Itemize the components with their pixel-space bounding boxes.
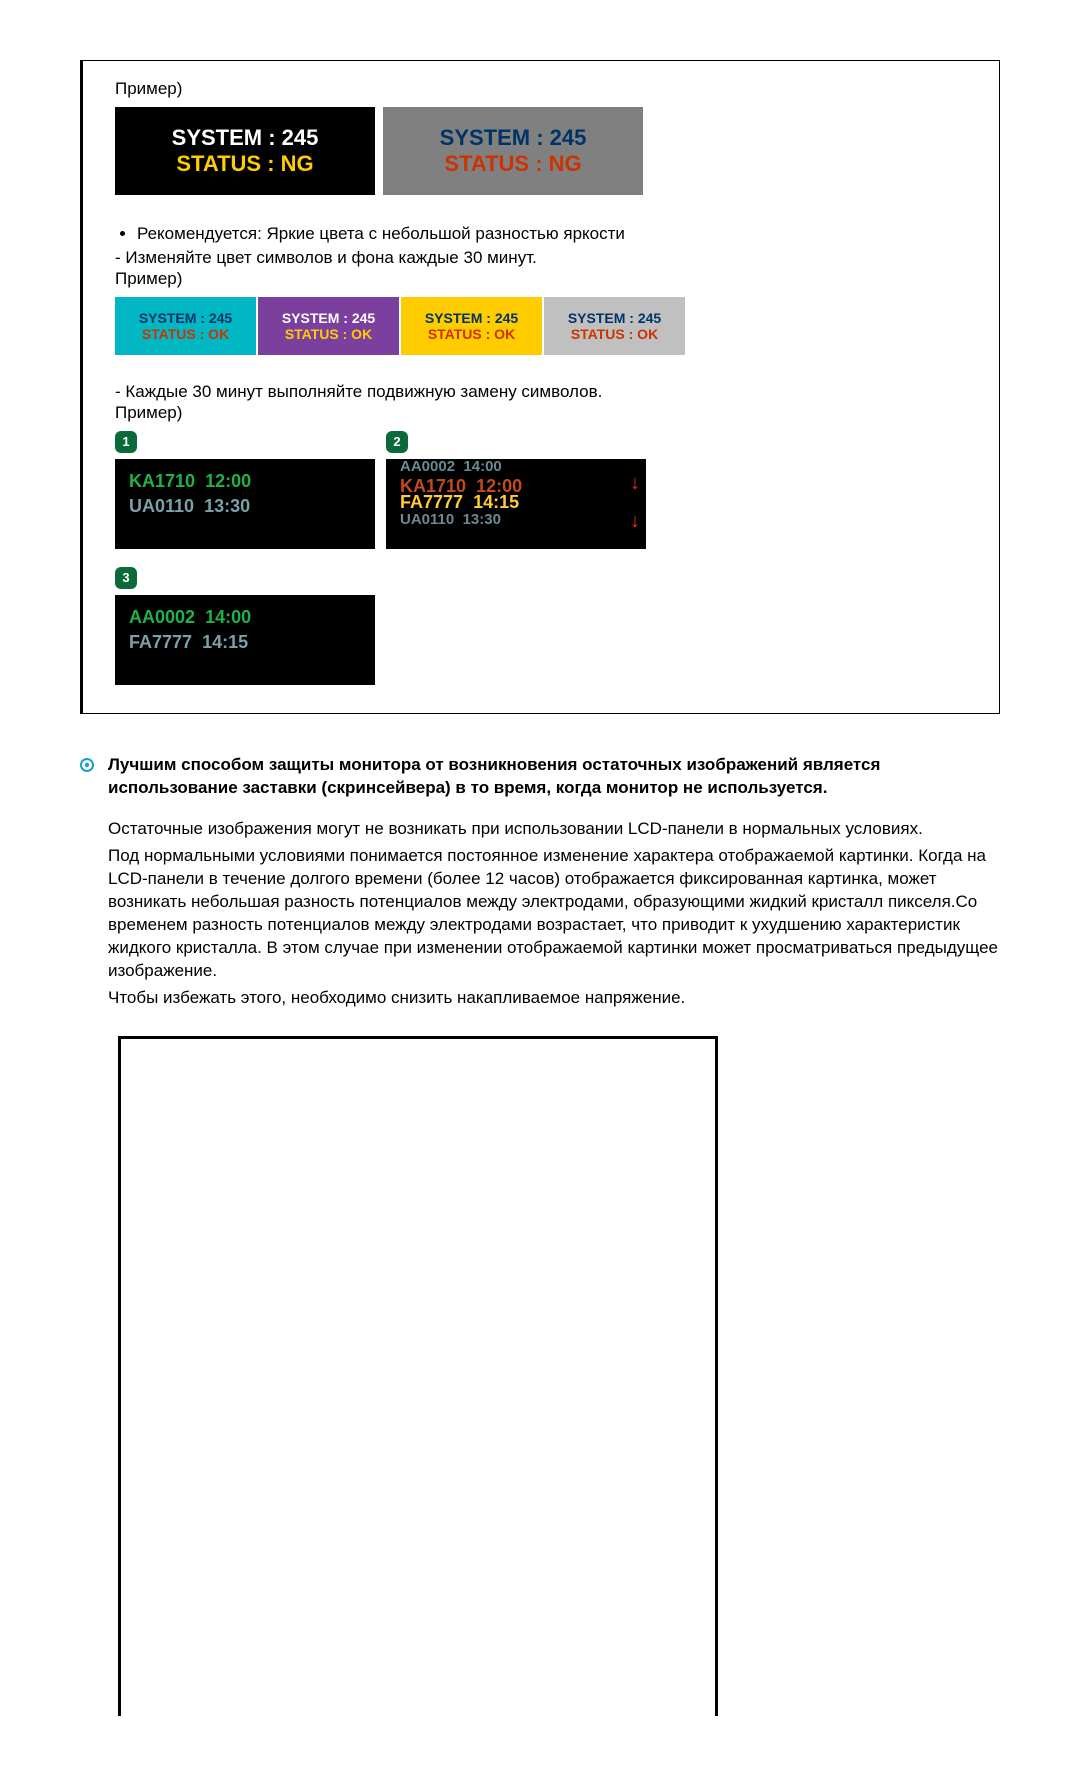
panel-small: SYSTEM : 245 STATUS : OK — [258, 297, 399, 355]
section-para-1: Остаточные изображения могут не возникат… — [108, 818, 1000, 841]
panel-line: STATUS : OK — [428, 326, 515, 342]
ticker-1: KA1710 12:00 UA0110 13:30 — [115, 459, 375, 549]
ticker-line: AA0002 14:00 — [129, 605, 361, 629]
ticker-wrap-1: 1 KA1710 12:00 UA0110 13:30 — [115, 431, 380, 549]
ticker-line: FA7777 14:15 — [400, 494, 632, 510]
example-label-1: Пример) — [115, 79, 979, 99]
ticker-code: KA1710 — [129, 471, 195, 491]
ticker-code: FA7777 — [400, 492, 463, 512]
panel-line: SYSTEM : 245 — [568, 310, 661, 326]
panel-line: SYSTEM : 245 — [425, 310, 518, 326]
ticker-row-2: 3 AA0002 14:00 FA7777 14:15 — [115, 567, 979, 685]
ticker-code: UA0110 — [129, 496, 194, 516]
example-box-1: Пример) SYSTEM : 245 STATUS : NG SYSTEM … — [80, 60, 1000, 714]
top-panel-row: SYSTEM : 245 STATUS : NG SYSTEM : 245 ST… — [115, 107, 979, 195]
rec-line2: - Изменяйте цвет символов и фона каждые … — [115, 247, 979, 269]
example-label-2: Пример) — [115, 269, 979, 289]
ticker-line: KA1710 12:00 — [129, 469, 361, 493]
panel-black: SYSTEM : 245 STATUS : NG — [115, 107, 375, 195]
panel-line: SYSTEM : 245 — [282, 310, 375, 326]
empty-illustration-frame — [118, 1036, 718, 1716]
info-bullet-icon — [80, 758, 94, 772]
ticker-line: UA0110 13:30 — [129, 494, 361, 518]
example-label-3: Пример) — [115, 403, 979, 423]
section-para-3: Чтобы избежать этого, необходимо снизить… — [108, 987, 1000, 1010]
ticker-scroll: AA0002 14:00 KA1710 12:00 FA7777 14:15 U… — [400, 459, 632, 530]
panel-line: SYSTEM : 245 — [139, 310, 232, 326]
panel-gray: SYSTEM : 245 STATUS : NG — [383, 107, 643, 195]
ticker-row-1: 1 KA1710 12:00 UA0110 13:30 2 ↓ ↓ AA0002… — [115, 431, 979, 549]
panel-line: STATUS : NG — [176, 151, 313, 177]
ticker-time: 12:00 — [205, 471, 251, 491]
ticker-time: 14:15 — [202, 632, 248, 652]
small-panel-row: SYSTEM : 245 STATUS : OK SYSTEM : 245 ST… — [115, 297, 979, 355]
moving-line: - Каждые 30 минут выполняйте подвижную з… — [115, 381, 979, 403]
info-bullet-block: Лучшим способом защиты монитора от возни… — [80, 754, 1000, 800]
ticker-code: AA0002 — [400, 459, 455, 475]
ticker-line: FA7777 14:15 — [129, 630, 361, 654]
ticker-time: 14:00 — [205, 607, 251, 627]
ticker-time: 13:30 — [204, 496, 250, 516]
ticker-code: UA0110 — [400, 511, 454, 528]
badge-1: 1 — [115, 431, 137, 453]
panel-line: SYSTEM : 245 — [440, 125, 587, 151]
ticker-2: ↓ ↓ AA0002 14:00 KA1710 12:00 FA7777 14:… — [386, 459, 646, 549]
section-bold-text: Лучшим способом защиты монитора от возни… — [108, 754, 1000, 800]
recommendation-block: Рекомендуется: Яркие цвета с небольшой р… — [115, 223, 979, 289]
ticker-time: 14:15 — [473, 492, 519, 512]
ticker-line: UA0110 13:30 — [400, 510, 632, 530]
rec-bullet: Рекомендуется: Яркие цвета с небольшой р… — [137, 223, 979, 245]
badge-3: 3 — [115, 567, 137, 589]
ticker-wrap-2: 2 ↓ ↓ AA0002 14:00 KA1710 12:00 FA7777 1… — [386, 431, 651, 549]
panel-line: SYSTEM : 245 — [172, 125, 319, 151]
ticker-time: 14:00 — [463, 459, 501, 475]
panel-line: STATUS : OK — [571, 326, 658, 342]
ticker-wrap-3: 3 AA0002 14:00 FA7777 14:15 — [115, 567, 380, 685]
panel-line: STATUS : NG — [444, 151, 581, 177]
badge-2: 2 — [386, 431, 408, 453]
ticker-time: 13:30 — [463, 511, 501, 528]
ticker-3: AA0002 14:00 FA7777 14:15 — [115, 595, 375, 685]
ticker-code: AA0002 — [129, 607, 195, 627]
ticker-code: FA7777 — [129, 632, 192, 652]
section-para-2: Под нормальными условиями понимается пос… — [108, 845, 1000, 983]
panel-small: SYSTEM : 245 STATUS : OK — [401, 297, 542, 355]
panel-small: SYSTEM : 245 STATUS : OK — [115, 297, 256, 355]
panel-line: STATUS : OK — [142, 326, 229, 342]
panel-small: SYSTEM : 245 STATUS : OK — [544, 297, 685, 355]
panel-line: STATUS : OK — [285, 326, 372, 342]
